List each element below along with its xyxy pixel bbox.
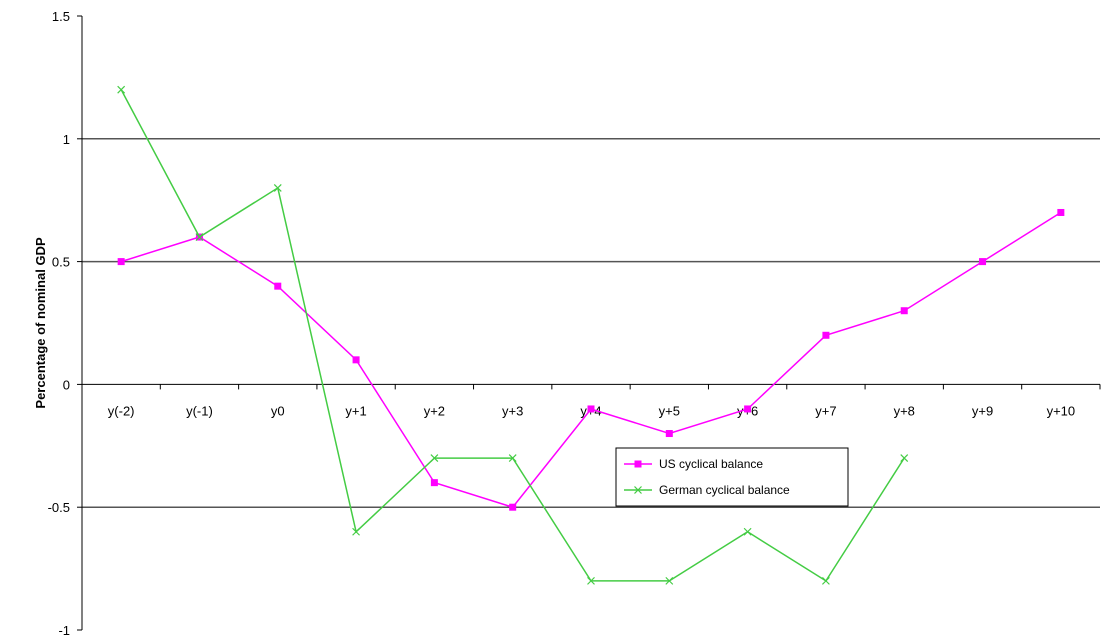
data-point-us xyxy=(587,405,595,413)
data-point-us xyxy=(900,307,908,315)
x-tick-label: y+1 xyxy=(345,403,366,418)
data-point-german xyxy=(352,527,361,536)
data-point-german xyxy=(821,576,830,585)
data-point-german xyxy=(195,233,204,241)
gridlines xyxy=(82,138,1100,508)
data-point-us xyxy=(430,479,438,487)
y-tick-labels: 1.5 1 0.5 0 -0.5 -1 xyxy=(48,9,82,636)
data-point-us xyxy=(274,282,282,290)
legend-label-german: German cyclical balance xyxy=(659,483,790,497)
y-axis-label: Percentage of nominal GDP xyxy=(33,237,48,409)
data-point-us xyxy=(352,356,360,364)
legend: US cyclical balance German cyclical bala… xyxy=(615,447,849,507)
series-line-us xyxy=(120,211,1062,509)
x-tick-labels: y(-2)y(-1)y0y+1y+2y+3y+4y+5y+6y+7y+8y+9y… xyxy=(81,384,1101,418)
data-point-german xyxy=(587,576,595,585)
legend-marker-german xyxy=(634,486,642,494)
legend-box xyxy=(615,447,849,507)
data-point-us xyxy=(1057,208,1065,216)
y-tick-label: 1 xyxy=(63,132,70,147)
x-tick-label: y+2 xyxy=(424,403,445,418)
legend-marker-us xyxy=(634,460,642,468)
x-tick-label: y0 xyxy=(271,403,285,418)
x-tick-label: y+9 xyxy=(972,403,993,418)
data-point-german xyxy=(273,183,282,192)
x-tick-label: y+8 xyxy=(894,403,915,418)
x-tick-label: y+7 xyxy=(815,403,836,418)
data-point-us xyxy=(117,258,125,266)
data-point-us xyxy=(979,258,987,266)
data-point-german xyxy=(117,85,126,94)
y-tick-label: -0.5 xyxy=(48,500,70,515)
data-point-us xyxy=(509,503,517,511)
y-tick-label: -1 xyxy=(58,623,70,636)
y-tick-label: 0.5 xyxy=(52,255,70,270)
x-tick-label: y(-1) xyxy=(186,403,213,418)
x-tick-label: y+3 xyxy=(502,403,523,418)
y-tick-label: 1.5 xyxy=(52,9,70,24)
data-point-german xyxy=(430,454,439,463)
data-point-german xyxy=(743,527,752,536)
legend-label-us: US cyclical balance xyxy=(659,457,763,471)
x-tick-label: y(-2) xyxy=(108,403,135,418)
y-tick-label: 0 xyxy=(63,377,70,392)
data-point-german xyxy=(508,454,517,463)
data-point-us xyxy=(665,430,673,438)
series-group xyxy=(117,85,1065,585)
data-point-german xyxy=(900,454,909,463)
data-point-us xyxy=(822,331,830,339)
data-point-us xyxy=(744,405,752,413)
x-tick-label: y+10 xyxy=(1047,403,1076,418)
x-tick-label: y+5 xyxy=(659,403,680,418)
data-point-german xyxy=(665,576,674,585)
